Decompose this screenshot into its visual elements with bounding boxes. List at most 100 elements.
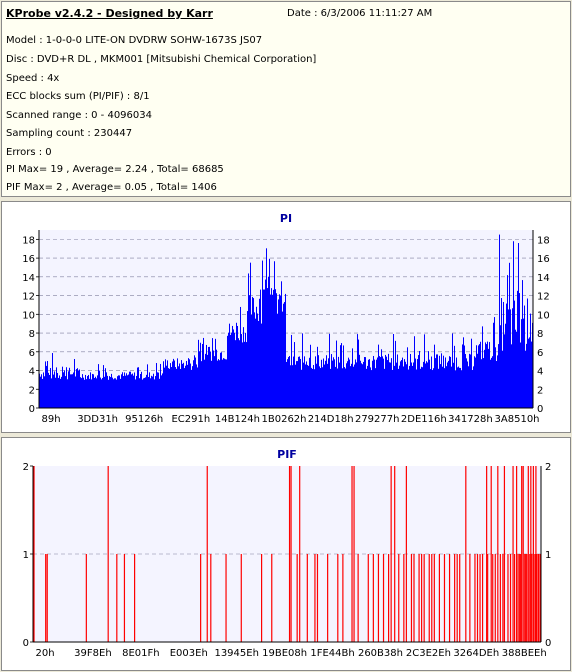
- pi-bar: [56, 367, 57, 408]
- pi-bar: [73, 372, 74, 408]
- pi-bar: [100, 377, 101, 408]
- pi-bar: [241, 334, 242, 408]
- pif-x-tick-label: 8E01Fh: [122, 648, 160, 659]
- pi-bar: [155, 376, 156, 408]
- pi-bar: [380, 357, 381, 408]
- pi-bar: [114, 378, 115, 408]
- pi-y-tick-label-right: 0: [537, 404, 543, 415]
- pi-bar: [225, 359, 226, 408]
- pi-bar: [200, 342, 201, 408]
- pi-bar: [413, 362, 414, 408]
- pi-x-tick-label: 3DD31h: [77, 414, 118, 425]
- pi-bar: [173, 358, 174, 408]
- pif-chart-panel: PIF 0 0 1 1 2 2 20h 39F8Eh 8E01Fh E003Eh 13945Eh 19B…: [1, 437, 571, 671]
- pi-bar: [491, 357, 492, 408]
- pi-bar: [191, 369, 192, 408]
- pi-bar: [444, 368, 445, 408]
- pi-bar: [176, 368, 177, 408]
- pi-bar: [477, 353, 478, 408]
- pi-bar: [450, 356, 451, 408]
- pi-bar: [516, 331, 517, 408]
- pi-bar: [62, 366, 63, 408]
- pi-bar: [423, 361, 424, 408]
- pi-bar: [160, 363, 161, 408]
- pi-bar: [94, 377, 95, 408]
- pi-bar: [496, 361, 497, 408]
- pi-bar: [353, 366, 354, 408]
- pi-bar: [236, 322, 237, 408]
- pi-bar: [95, 376, 96, 408]
- pi-bar: [419, 350, 420, 408]
- pi-y-tick-label-right: 18: [537, 235, 550, 246]
- pi-bar: [299, 356, 300, 408]
- pif-x-tick-label: 13945Eh: [214, 648, 258, 659]
- pi-bar: [185, 365, 186, 408]
- pi-bar: [317, 346, 318, 408]
- pi-bar: [451, 366, 452, 408]
- pi-y-tick-label: 16: [22, 254, 35, 265]
- pi-bar: [179, 363, 180, 408]
- pi-bar: [327, 363, 328, 408]
- pi-bar: [511, 344, 512, 408]
- pi-bar: [323, 358, 324, 408]
- pi-bar: [306, 361, 307, 408]
- pi-bar: [375, 368, 376, 408]
- pi-bar: [517, 290, 518, 408]
- pi-bar: [266, 248, 267, 408]
- pif-x-tick-label: 2C3E2Eh: [406, 648, 451, 659]
- pi-bar: [249, 295, 250, 408]
- pi-bar: [514, 300, 515, 408]
- pi-bar: [376, 359, 377, 408]
- pi-bar: [371, 370, 372, 408]
- pi-y-tick-label-right: 14: [537, 273, 550, 284]
- pi-bar: [333, 357, 334, 408]
- pi-bar: [246, 342, 247, 408]
- pi-y-tick-label: 0: [29, 404, 35, 415]
- pi-bar: [374, 359, 375, 408]
- pi-bar: [411, 362, 412, 408]
- pi-bar: [320, 368, 321, 408]
- pi-bar: [390, 362, 391, 408]
- pi-bar: [96, 378, 97, 408]
- pi-bar: [199, 351, 200, 408]
- pi-bar: [424, 334, 425, 408]
- pi-bar: [117, 376, 118, 408]
- pi-bar: [503, 301, 504, 408]
- pi-bar: [295, 364, 296, 408]
- pi-x-tick-label: 89h: [41, 414, 60, 425]
- pi-bar: [382, 356, 383, 408]
- pi-bar: [195, 357, 196, 408]
- pi-y-tick-label: 12: [22, 292, 35, 303]
- app-title: KProbe v2.4.2 - Designed by Karr: [6, 7, 213, 20]
- pi-bar: [500, 325, 501, 408]
- pi-bar: [464, 345, 465, 408]
- pi-bar: [243, 327, 244, 408]
- pi-bar: [377, 357, 378, 408]
- pi-y-tick-label-right: 8: [537, 329, 543, 340]
- pi-bar: [282, 311, 283, 408]
- pi-bar: [125, 375, 126, 408]
- pi-bar: [212, 338, 213, 408]
- pi-bar: [343, 345, 344, 408]
- pi-bar: [253, 298, 254, 408]
- pi-bar: [261, 323, 262, 408]
- pi-bar: [459, 367, 460, 408]
- pi-bar: [216, 349, 217, 408]
- pi-bar: [362, 364, 363, 408]
- pi-bar: [190, 363, 191, 408]
- pi-bar: [321, 359, 322, 408]
- pi-bar: [325, 360, 326, 408]
- pi-bar: [331, 354, 332, 408]
- pif-x-tick-label: 1FE44Bh: [310, 648, 354, 659]
- pi-bar: [60, 378, 61, 408]
- pi-y-tick-label-right: 10: [537, 310, 550, 321]
- pi-bar: [293, 356, 294, 408]
- pi-bar: [495, 347, 496, 408]
- pi-bar: [234, 332, 235, 408]
- pi-bar: [351, 363, 352, 408]
- pi-bar: [170, 363, 171, 408]
- pi-bar: [252, 296, 253, 408]
- pi-bar: [189, 359, 190, 408]
- pi-bar: [222, 359, 223, 408]
- pif-y-tick-label-right: 0: [545, 638, 551, 649]
